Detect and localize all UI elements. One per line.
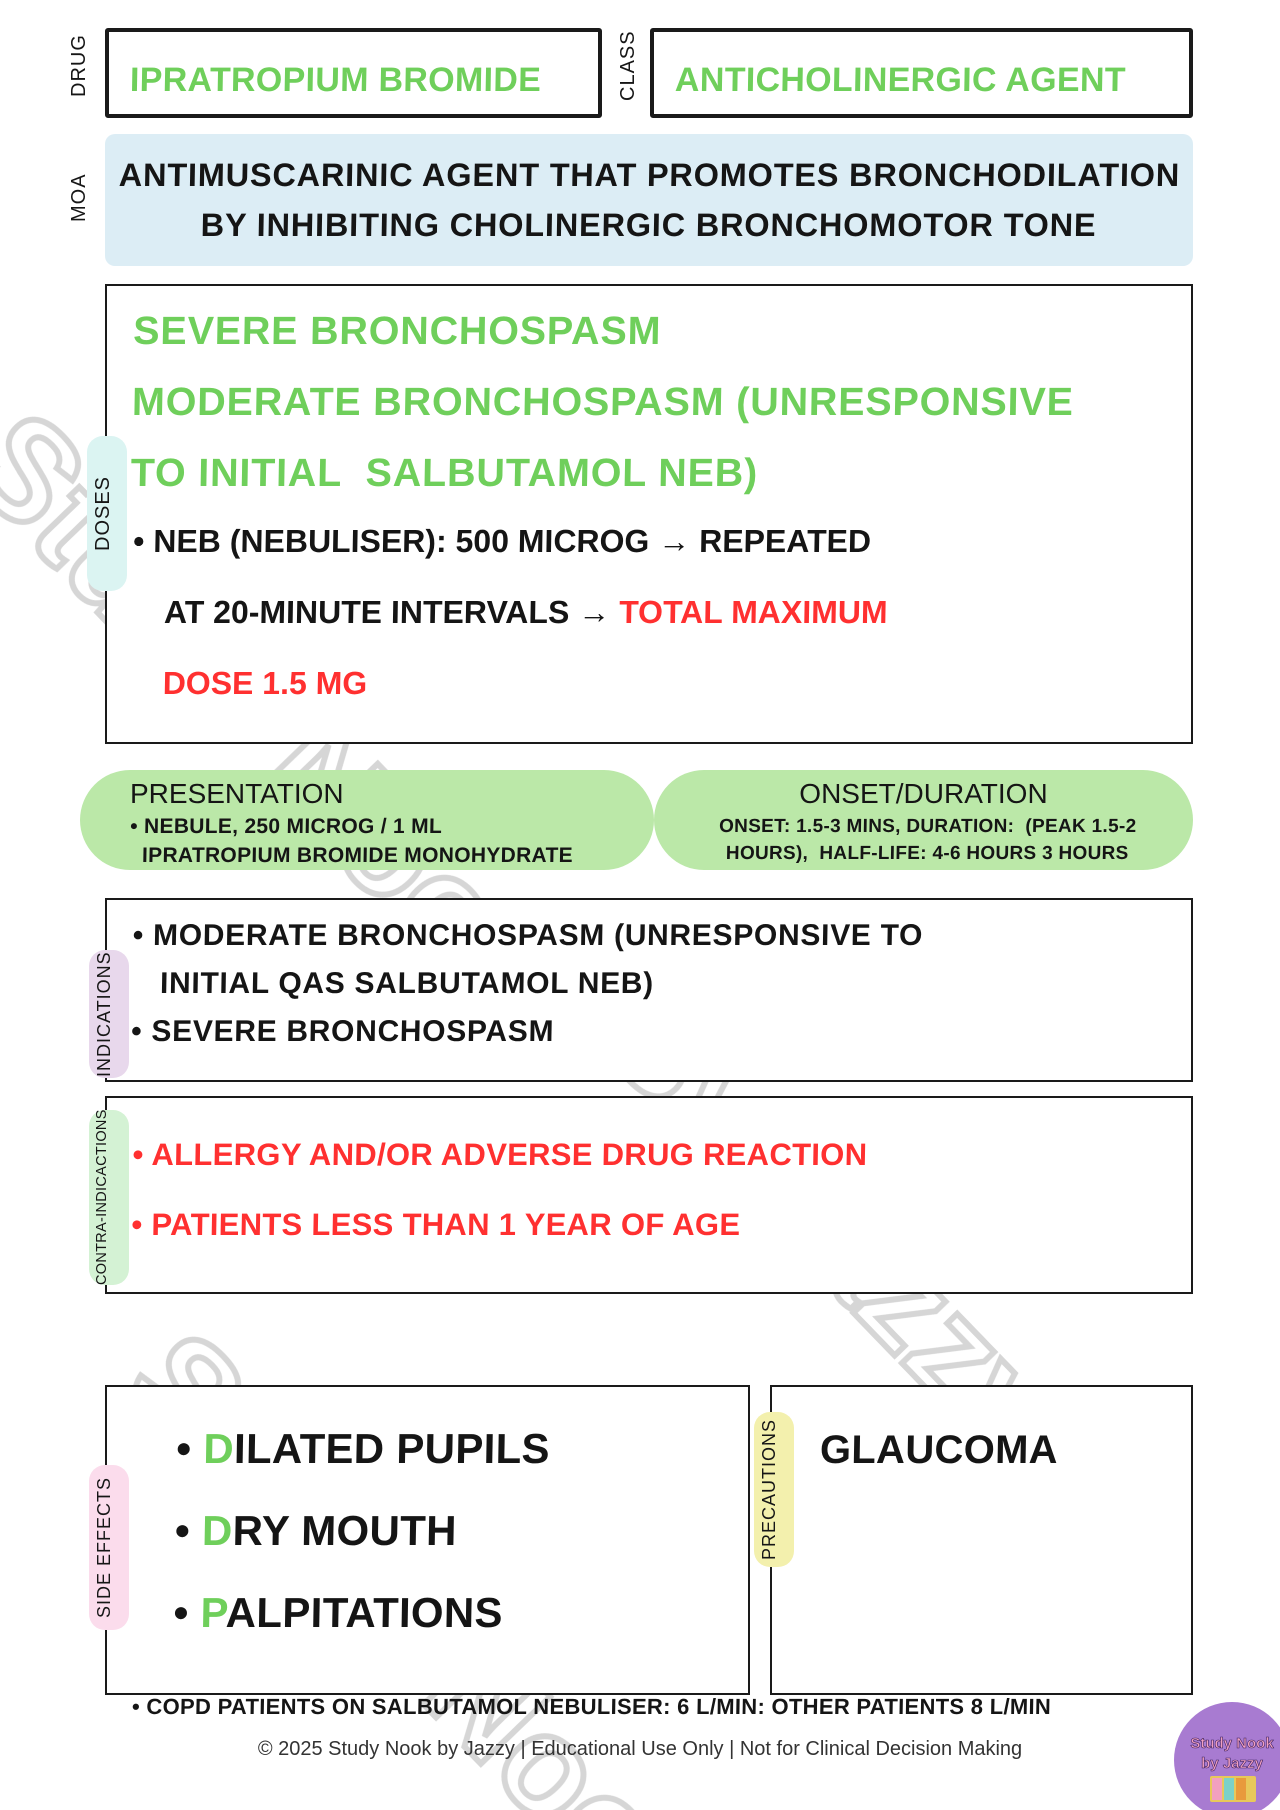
svg-text:Study Nook: Study Nook bbox=[1190, 1735, 1274, 1752]
svg-text:by Jazzy: by Jazzy bbox=[1201, 1755, 1263, 1772]
